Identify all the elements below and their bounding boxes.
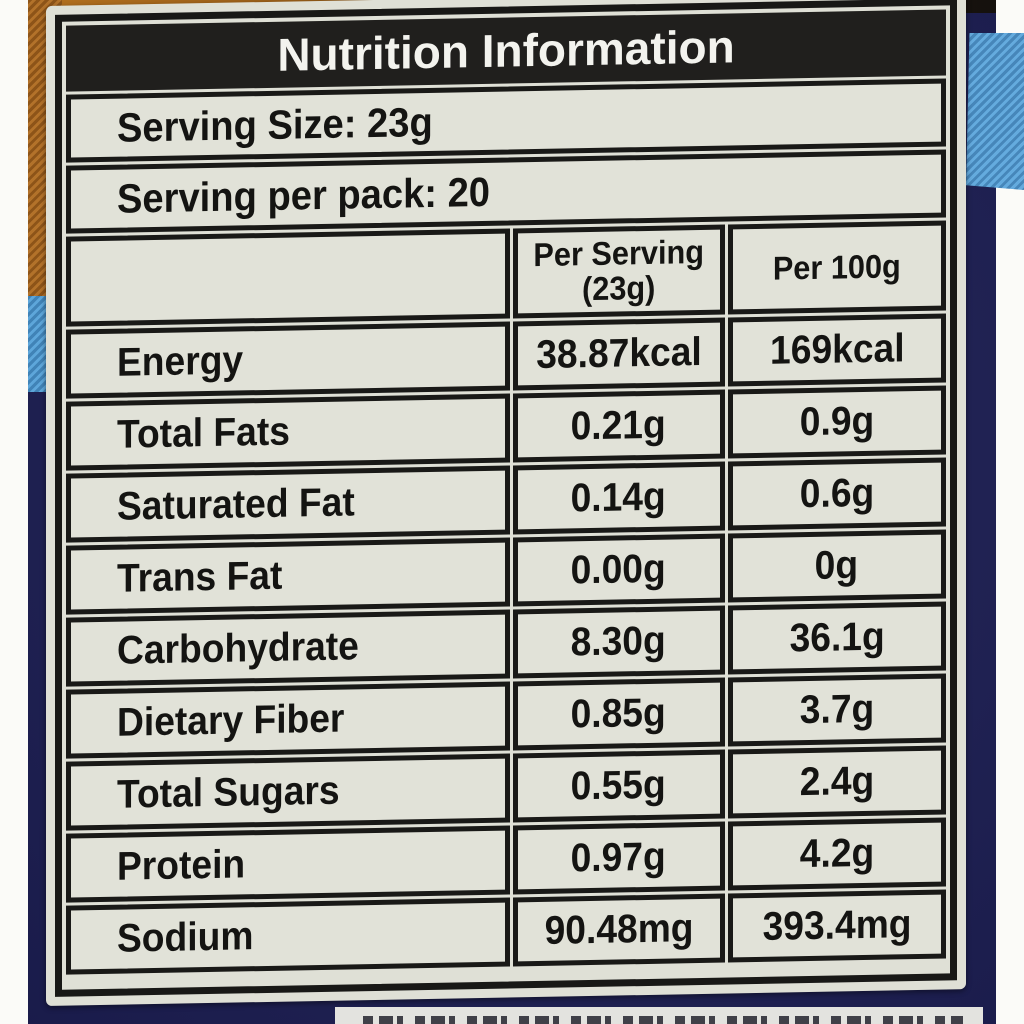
nutrient-name: Total Fats bbox=[117, 409, 290, 457]
serving-per-pack-text: Serving per pack: 20 bbox=[117, 168, 491, 222]
nutrient-name: Carbohydrate bbox=[117, 624, 359, 673]
per-100g-header-cell: Per 100g bbox=[727, 220, 946, 315]
table-row: Carbohydrate 8.30g 36.1g bbox=[66, 601, 946, 687]
per-100g-value: 0.9g bbox=[799, 398, 875, 445]
per-serving-value: 38.87kcal bbox=[535, 329, 702, 378]
nutrient-name: Sodium bbox=[117, 914, 254, 961]
nutrition-table-frame: Nutrition Information Serving Size: 23g … bbox=[55, 0, 957, 997]
label-title-band: Nutrition Information bbox=[66, 9, 946, 92]
nutrient-name: Dietary Fiber bbox=[117, 696, 345, 745]
table-row: Protein 0.97g 4.2g bbox=[66, 817, 946, 903]
nutrient-name: Energy bbox=[117, 338, 244, 385]
per-serving-value: 0.14g bbox=[570, 474, 667, 521]
per-100g-value: 0.6g bbox=[799, 470, 875, 517]
table-row: Total Sugars 0.55g 2.4g bbox=[66, 745, 946, 831]
nutrient-name: Saturated Fat bbox=[117, 480, 355, 529]
per-serving-value: 0.00g bbox=[570, 546, 667, 593]
clipped-text-marks bbox=[363, 1016, 963, 1024]
per-serving-header-cell: Per Serving (23g) bbox=[512, 224, 725, 319]
per-100g-value: 2.4g bbox=[799, 758, 875, 805]
serving-per-pack-row: Serving per pack: 20 bbox=[66, 149, 946, 234]
label-title: Nutrition Information bbox=[277, 20, 735, 81]
blue-fabric-right bbox=[966, 33, 1024, 190]
table-row: Saturated Fat 0.14g 0.6g bbox=[66, 457, 946, 543]
per-serving-value: 0.97g bbox=[570, 834, 667, 881]
per-100g-value: 36.1g bbox=[789, 614, 885, 661]
table-row: Trans Fat 0.00g 0g bbox=[66, 529, 946, 615]
per-100g-value: 3.7g bbox=[799, 686, 875, 733]
per-100g-value: 4.2g bbox=[799, 830, 875, 877]
per-100g-value: 169kcal bbox=[769, 326, 905, 373]
table-row: Energy 38.87kcal 169kcal bbox=[66, 313, 946, 399]
per-serving-value: 0.21g bbox=[570, 402, 667, 449]
per-100g-value: 0g bbox=[815, 543, 859, 588]
per-serving-value: 90.48mg bbox=[544, 906, 694, 953]
per-serving-value: 8.30g bbox=[570, 618, 667, 665]
per-100g-value: 393.4mg bbox=[762, 902, 912, 949]
empty-header-cell bbox=[66, 228, 510, 327]
per-serving-header-line2: (23g) bbox=[581, 268, 656, 308]
per-serving-value: 0.55g bbox=[570, 762, 667, 809]
table-row: Total Fats 0.21g 0.9g bbox=[66, 385, 946, 471]
table-row: Sodium 90.48mg 393.4mg bbox=[66, 889, 946, 975]
nutrition-label: Nutrition Information Serving Size: 23g … bbox=[46, 0, 966, 1006]
serving-size-row: Serving Size: 23g bbox=[66, 78, 946, 163]
per-serving-header-line1: Per Serving bbox=[533, 232, 704, 274]
cut-off-print-strip bbox=[335, 1007, 983, 1024]
nutrient-name: Protein bbox=[117, 842, 246, 889]
per-serving-value: 0.85g bbox=[570, 690, 667, 737]
nutrient-name: Total Sugars bbox=[117, 768, 340, 817]
table-row: Dietary Fiber 0.85g 3.7g bbox=[66, 673, 946, 759]
per-100g-header: Per 100g bbox=[772, 246, 901, 287]
serving-size-text: Serving Size: 23g bbox=[117, 98, 433, 151]
column-header-row: Per Serving (23g) Per 100g bbox=[66, 220, 946, 327]
nutrient-name: Trans Fat bbox=[117, 553, 283, 601]
